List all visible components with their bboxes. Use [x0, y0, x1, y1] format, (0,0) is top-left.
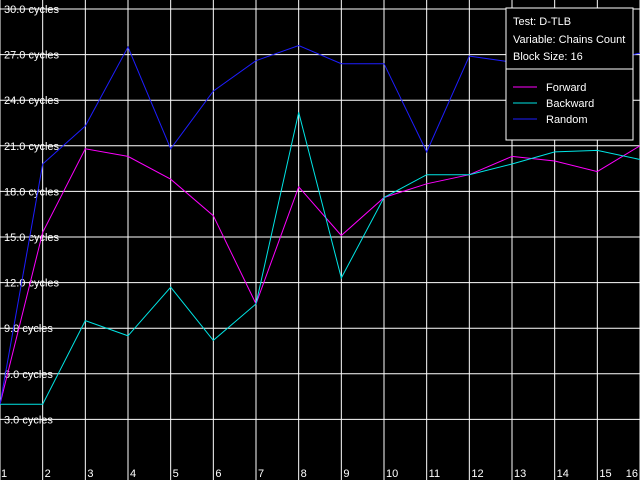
x-tick-label: 4 — [130, 468, 136, 480]
y-tick-labels: 3.0 cycles 6.0 cycles 9.0 cycles 12.0 cycle… — [4, 4, 60, 426]
legend-label-backward: Backward — [546, 98, 594, 110]
x-tick-label: 8 — [301, 468, 307, 480]
series-line-forward — [0, 145, 640, 405]
x-tick-label: 5 — [173, 468, 179, 480]
x-tick-label: 2 — [45, 468, 51, 480]
x-tick-label: 7 — [258, 468, 264, 480]
y-tick-label: 12.0 cycles — [4, 278, 60, 290]
x-tick-label: 1 — [1, 468, 7, 480]
y-tick-label: 18.0 cycles — [4, 186, 60, 198]
y-tick-label: 9.0 cycles — [4, 323, 53, 335]
y-tick-label: 30.0 cycles — [4, 4, 60, 16]
legend: Test: D-TLB Variable: Chains Count Block… — [505, 7, 634, 141]
y-tick-label: 15.0 cycles — [4, 232, 60, 244]
x-tick-label: 6 — [215, 468, 221, 480]
legend-info-variable: Variable: Chains Count — [513, 34, 625, 46]
x-tick-label: 14 — [557, 468, 569, 480]
x-tick-label: 12 — [471, 468, 483, 480]
x-tick-label: 9 — [343, 468, 349, 480]
x-tick-label: 11 — [429, 468, 440, 480]
legend-info-block-size: Block Size: 16 — [513, 51, 583, 63]
y-tick-label: 6.0 cycles — [4, 369, 53, 381]
y-tick-label: 21.0 cycles — [4, 141, 60, 153]
legend-box — [505, 7, 634, 141]
x-tick-label: 16 — [626, 468, 638, 480]
y-tick-label: 27.0 cycles — [4, 50, 60, 62]
legend-label-random: Random — [546, 114, 588, 126]
series-line-backward — [0, 112, 640, 405]
x-tick-label: 13 — [514, 468, 526, 480]
x-tick-labels: 1 2 3 4 5 6 7 8 9 10 11 12 13 14 15 16 — [1, 468, 638, 480]
x-tick-label: 15 — [599, 468, 611, 480]
x-tick-label: 10 — [386, 468, 398, 480]
y-tick-label: 3.0 cycles — [4, 414, 53, 426]
legend-info-test: Test: D-TLB — [513, 16, 571, 28]
x-tick-label: 3 — [87, 468, 93, 480]
y-tick-label: 24.0 cycles — [4, 95, 60, 107]
legend-label-forward: Forward — [546, 82, 586, 94]
